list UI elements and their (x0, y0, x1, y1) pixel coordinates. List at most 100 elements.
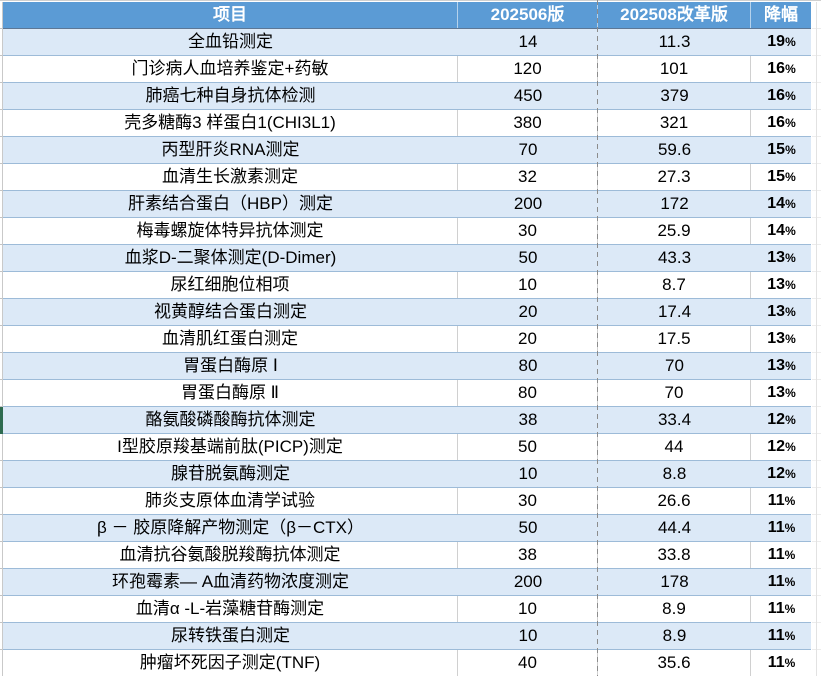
header-drop[interactable]: 降幅 (764, 5, 798, 24)
price-202506-cell[interactable]: 10 (518, 626, 538, 645)
price-202506-cell[interactable]: 20 (518, 302, 538, 321)
header-202506[interactable]: 202506版 (458, 2, 598, 28)
drop-percent-cell[interactable]: 13% (751, 326, 811, 352)
price-202508-cell[interactable]: 8.9 (598, 596, 751, 622)
price-202508-cell[interactable]: 8.9 (662, 626, 687, 645)
item-cell[interactable]: 肝素结合蛋白（HBP）测定 (128, 194, 333, 213)
drop-percent-cell[interactable]: 11% (751, 488, 811, 514)
drop-percent-cell[interactable]: 16% (751, 56, 811, 82)
item-cell[interactable]: 血清生长激素测定 (3, 164, 458, 190)
item-cell[interactable]: 血清α -L-岩藻糖苷酶测定 (3, 596, 458, 622)
item-cell[interactable]: β － 胶原降解产物测定（β－CTX） (96, 518, 364, 537)
drop-percent-cell[interactable]: 16% (751, 110, 811, 136)
item-cell[interactable]: 酪氨酸磷酸酶抗体测定 (145, 410, 316, 429)
price-202506-cell[interactable]: 70 (518, 140, 538, 159)
item-cell[interactable]: 尿红细胞位相项 (3, 272, 458, 298)
item-cell[interactable]: 胃蛋白酶原 Ⅱ (3, 380, 458, 406)
price-202506-cell[interactable]: 50 (518, 518, 538, 537)
item-cell[interactable]: 血清肌红蛋白测定 (3, 326, 458, 352)
drop-percent-cell[interactable]: 14% (751, 191, 811, 217)
drop-percent-cell[interactable]: 11% (751, 623, 811, 649)
drop-percent-cell[interactable]: 11% (751, 596, 811, 622)
price-202508-cell[interactable]: 26.6 (598, 488, 751, 514)
drop-percent-cell[interactable]: 13% (751, 245, 811, 271)
item-cell[interactable]: 壳多糖酶3 样蛋白1(CHI3L1) (3, 110, 458, 136)
price-202506-cell[interactable]: 10 (458, 272, 598, 298)
price-202506-cell[interactable]: 30 (458, 218, 598, 244)
item-cell[interactable]: 肿瘤坏死因子测定(TNF) (3, 650, 458, 676)
item-cell[interactable]: 门诊病人血培养鉴定+药敏 (3, 56, 458, 82)
price-202508-cell[interactable]: 44.4 (657, 518, 692, 537)
price-202508-cell[interactable]: 17.5 (598, 326, 751, 352)
price-202508-cell[interactable]: 8.7 (598, 272, 751, 298)
price-202508-cell[interactable]: 101 (598, 56, 751, 82)
price-202508-cell[interactable]: 33.4 (657, 410, 692, 429)
price-202506-cell[interactable]: 32 (458, 164, 598, 190)
item-cell[interactable]: 胃蛋白酶原 Ⅰ (183, 356, 278, 375)
price-202508-cell[interactable]: 11.3 (658, 32, 691, 51)
price-202506-cell[interactable]: 20 (458, 326, 598, 352)
price-202506-cell[interactable]: 450 (513, 86, 543, 105)
price-202508-cell[interactable]: 43.3 (657, 248, 692, 267)
item-cell[interactable]: 尿转铁蛋白测定 (171, 626, 290, 645)
drop-percent-cell[interactable]: 13% (751, 272, 811, 298)
price-202506-cell[interactable]: 40 (458, 650, 598, 676)
price-202508-cell[interactable]: 35.6 (598, 650, 751, 676)
drop-percent-cell[interactable]: 14% (751, 218, 811, 244)
price-202506-cell[interactable]: 10 (518, 464, 538, 483)
price-202508-cell[interactable]: 59.6 (657, 140, 692, 159)
drop-percent-cell[interactable]: 11% (751, 569, 811, 595)
drop-percent-cell[interactable]: 11% (751, 650, 811, 676)
item-cell[interactable]: 肺癌七种自身抗体检测 (145, 86, 316, 105)
price-202508-cell[interactable]: 178 (660, 572, 689, 591)
price-202506-cell[interactable]: 200 (513, 194, 543, 213)
price-202506-cell[interactable]: 50 (518, 248, 538, 267)
price-202508-cell[interactable]: 70 (598, 380, 751, 406)
item-cell[interactable]: 腺苷脱氨酶测定 (171, 464, 290, 483)
drop-percent-cell[interactable]: 13% (751, 353, 811, 379)
drop-percent-cell[interactable]: 15% (751, 164, 811, 190)
price-202506-cell[interactable]: 38 (458, 542, 598, 568)
price-202506-cell[interactable]: 120 (458, 56, 598, 82)
drop-percent-cell[interactable]: 16% (751, 83, 811, 109)
item-cell[interactable]: 肺炎支原体血清学试验 (3, 488, 458, 514)
drop-percent-cell[interactable]: 13% (751, 299, 811, 325)
price-202508-cell[interactable]: 25.9 (598, 218, 751, 244)
drop-percent-cell[interactable]: 13% (751, 380, 811, 406)
price-202508-cell[interactable]: 33.8 (598, 542, 751, 568)
price-202508-cell[interactable]: 70 (665, 356, 684, 375)
item-cell[interactable]: I型胶原羧基端前肽(PICP)测定 (3, 434, 458, 460)
drop-percent-cell[interactable]: 11% (751, 542, 811, 568)
price-202506-cell[interactable]: 80 (518, 356, 538, 375)
price-202506-cell[interactable]: 14 (518, 32, 538, 51)
price-202506-cell[interactable]: 80 (458, 380, 598, 406)
price-202508-cell[interactable]: 27.3 (598, 164, 751, 190)
price-202508-cell[interactable]: 321 (598, 110, 751, 136)
item-cell[interactable]: 全血铅测定 (188, 32, 273, 51)
item-cell[interactable]: 血浆D-二聚体测定(D-Dimer) (124, 248, 337, 267)
price-202508-cell[interactable]: 379 (660, 86, 689, 105)
price-202508-cell[interactable]: 44 (598, 434, 751, 460)
item-cell[interactable]: 环孢霉素— A血清药物浓度测定 (111, 572, 350, 591)
price-202506-cell[interactable]: 380 (458, 110, 598, 136)
item-cell[interactable]: 血清抗谷氨酸脱羧酶抗体测定 (3, 542, 458, 568)
drop-percent-cell[interactable]: 15% (751, 137, 811, 163)
price-202508-cell[interactable]: 8.8 (662, 464, 687, 483)
drop-percent-cell[interactable]: 12% (751, 434, 811, 460)
price-202506-cell[interactable]: 10 (458, 596, 598, 622)
drop-percent-cell[interactable]: 12% (751, 407, 811, 433)
price-202506-cell[interactable]: 30 (458, 488, 598, 514)
price-202508-cell[interactable]: 17.4 (657, 302, 692, 321)
item-cell[interactable]: 丙型肝炎RNA测定 (161, 140, 300, 159)
drop-percent-cell[interactable]: 11% (751, 515, 811, 541)
item-cell[interactable]: 梅毒螺旋体特异抗体测定 (3, 218, 458, 244)
price-202506-cell[interactable]: 200 (513, 572, 543, 591)
price-202506-cell[interactable]: 50 (458, 434, 598, 460)
drop-percent-cell[interactable]: 19% (751, 29, 811, 55)
price-202506-cell[interactable]: 38 (518, 410, 538, 429)
item-cell[interactable]: 视黄醇结合蛋白测定 (154, 302, 307, 321)
price-202508-cell[interactable]: 172 (660, 194, 689, 213)
header-202508[interactable]: 202508改革版 (598, 2, 751, 28)
drop-percent-cell[interactable]: 12% (751, 461, 811, 487)
header-item[interactable]: 项目 (3, 2, 458, 28)
